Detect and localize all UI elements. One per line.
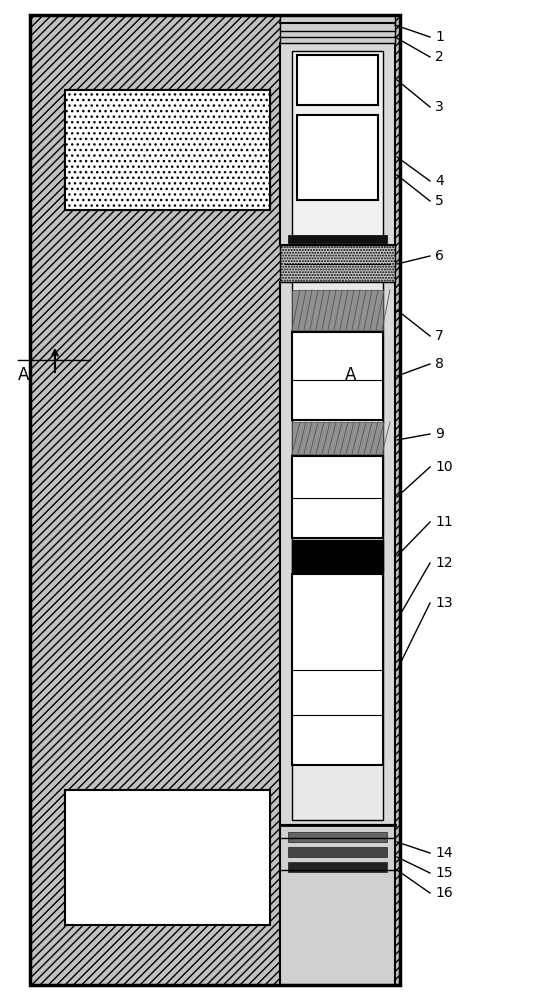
Bar: [292, 332, 383, 420]
Text: 14: 14: [435, 846, 453, 860]
Bar: [288, 235, 387, 243]
Bar: [292, 540, 383, 572]
Text: 9: 9: [435, 427, 444, 441]
Text: 7: 7: [435, 329, 444, 343]
Bar: [297, 115, 378, 200]
Bar: [65, 90, 270, 210]
Text: 16: 16: [435, 886, 453, 900]
Text: 2: 2: [435, 50, 444, 64]
Bar: [65, 90, 270, 210]
Bar: [292, 282, 383, 820]
Text: A: A: [345, 366, 356, 384]
Text: 12: 12: [435, 556, 453, 570]
Bar: [288, 832, 387, 842]
Text: 8: 8: [435, 357, 444, 371]
Bar: [292, 422, 383, 454]
Bar: [288, 847, 387, 857]
Bar: [292, 290, 383, 330]
Text: 11: 11: [435, 515, 453, 529]
Text: 4: 4: [435, 174, 444, 188]
Bar: [30, 15, 400, 985]
Bar: [288, 862, 387, 872]
Bar: [280, 245, 395, 282]
Text: 15: 15: [435, 866, 453, 880]
Bar: [292, 574, 383, 765]
Bar: [280, 43, 395, 245]
Bar: [292, 456, 383, 538]
Bar: [292, 51, 383, 237]
Text: 5: 5: [435, 194, 444, 208]
Bar: [280, 825, 395, 985]
Text: 10: 10: [435, 460, 453, 474]
Bar: [297, 55, 378, 105]
Bar: [280, 15, 395, 43]
Bar: [30, 15, 400, 985]
Text: 6: 6: [435, 249, 444, 263]
Bar: [280, 282, 395, 825]
Text: 3: 3: [435, 100, 444, 114]
Bar: [65, 790, 270, 925]
Text: 13: 13: [435, 596, 453, 610]
Text: A: A: [18, 366, 29, 384]
Text: 1: 1: [435, 30, 444, 44]
